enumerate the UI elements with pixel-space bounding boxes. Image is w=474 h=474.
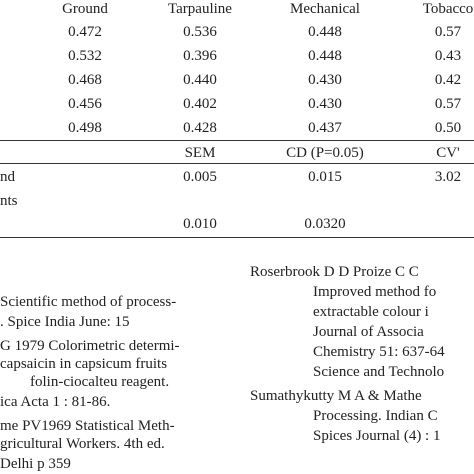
- table-cell: 0.57: [434, 24, 462, 40]
- table-rule: [0, 140, 474, 141]
- table-rule: [0, 237, 474, 238]
- table-cell: 3.02: [434, 169, 462, 185]
- reference-line: Science and Technolo: [313, 364, 445, 380]
- reference-line: Improved method fo: [313, 284, 437, 300]
- table-rule: [0, 163, 474, 164]
- reference-line: Delhi p 359: [0, 456, 71, 472]
- reference-line: extractable colour i: [313, 304, 429, 320]
- reference-line: Processing. Indian C: [313, 408, 438, 424]
- table-cell: 0.0320: [304, 216, 346, 232]
- table-cell: 0.430: [308, 96, 342, 112]
- reference-line: Roserbrook D D Proize C C: [250, 264, 419, 280]
- table-cell: 0.43: [434, 48, 462, 64]
- row-label: nd: [0, 169, 15, 185]
- stats-header: CD (P=0.05): [286, 145, 364, 161]
- table-cell: 0.402: [183, 96, 217, 112]
- column-header: Tarpauline: [168, 1, 232, 17]
- table-cell: 0.010: [183, 216, 217, 232]
- table-cell: 0.532: [68, 48, 102, 64]
- reference-line: . Spice India June: 15: [0, 314, 130, 330]
- reference-line: Chemistry 51: 637-64: [313, 344, 445, 360]
- reference-line: Spices Journal (4) : 1: [313, 428, 441, 444]
- table-cell: 0.437: [308, 120, 342, 136]
- stats-header: SEM: [184, 145, 216, 161]
- row-label: nts: [0, 193, 18, 209]
- table-cell: 0.536: [183, 24, 217, 40]
- reference-line: G 1979 Colorimetric determi-: [0, 338, 180, 354]
- reference-line: ica Acta 1 : 81-86.: [0, 394, 111, 410]
- table-cell: 0.472: [68, 24, 102, 40]
- table-cell: 0.440: [183, 72, 217, 88]
- column-header: Tobacco: [422, 1, 474, 17]
- reference-line: Scientific method of process-: [0, 294, 177, 310]
- reference-line: me PV1969 Statistical Meth-: [0, 418, 175, 434]
- table-cell: 0.57: [434, 96, 462, 112]
- table-cell: 0.456: [68, 96, 102, 112]
- reference-line: capsaicin in capsicum fruits: [0, 356, 168, 372]
- table-cell: 0.448: [308, 48, 342, 64]
- table-cell: 0.498: [68, 120, 102, 136]
- table-cell: 0.005: [183, 169, 217, 185]
- table-cell: 0.468: [68, 72, 102, 88]
- table-cell: 0.42: [434, 72, 462, 88]
- reference-line: Journal of Associa: [313, 324, 424, 340]
- column-header: Mechanical: [290, 1, 360, 17]
- table-cell: 0.50: [434, 120, 462, 136]
- column-header: Ground: [62, 1, 108, 17]
- table-cell: 0.428: [183, 120, 217, 136]
- table-cell: 0.448: [308, 24, 342, 40]
- stats-header: CV': [436, 145, 460, 161]
- table-cell: 0.430: [308, 72, 342, 88]
- reference-line: gricultural Workers. 4th ed.: [0, 436, 165, 452]
- table-cell: 0.015: [308, 169, 342, 185]
- reference-line: Sumathykutty M A & Mathe: [250, 388, 422, 404]
- table-cell: 0.396: [183, 48, 217, 64]
- reference-line: folin-ciocalteu reagent.: [30, 374, 170, 390]
